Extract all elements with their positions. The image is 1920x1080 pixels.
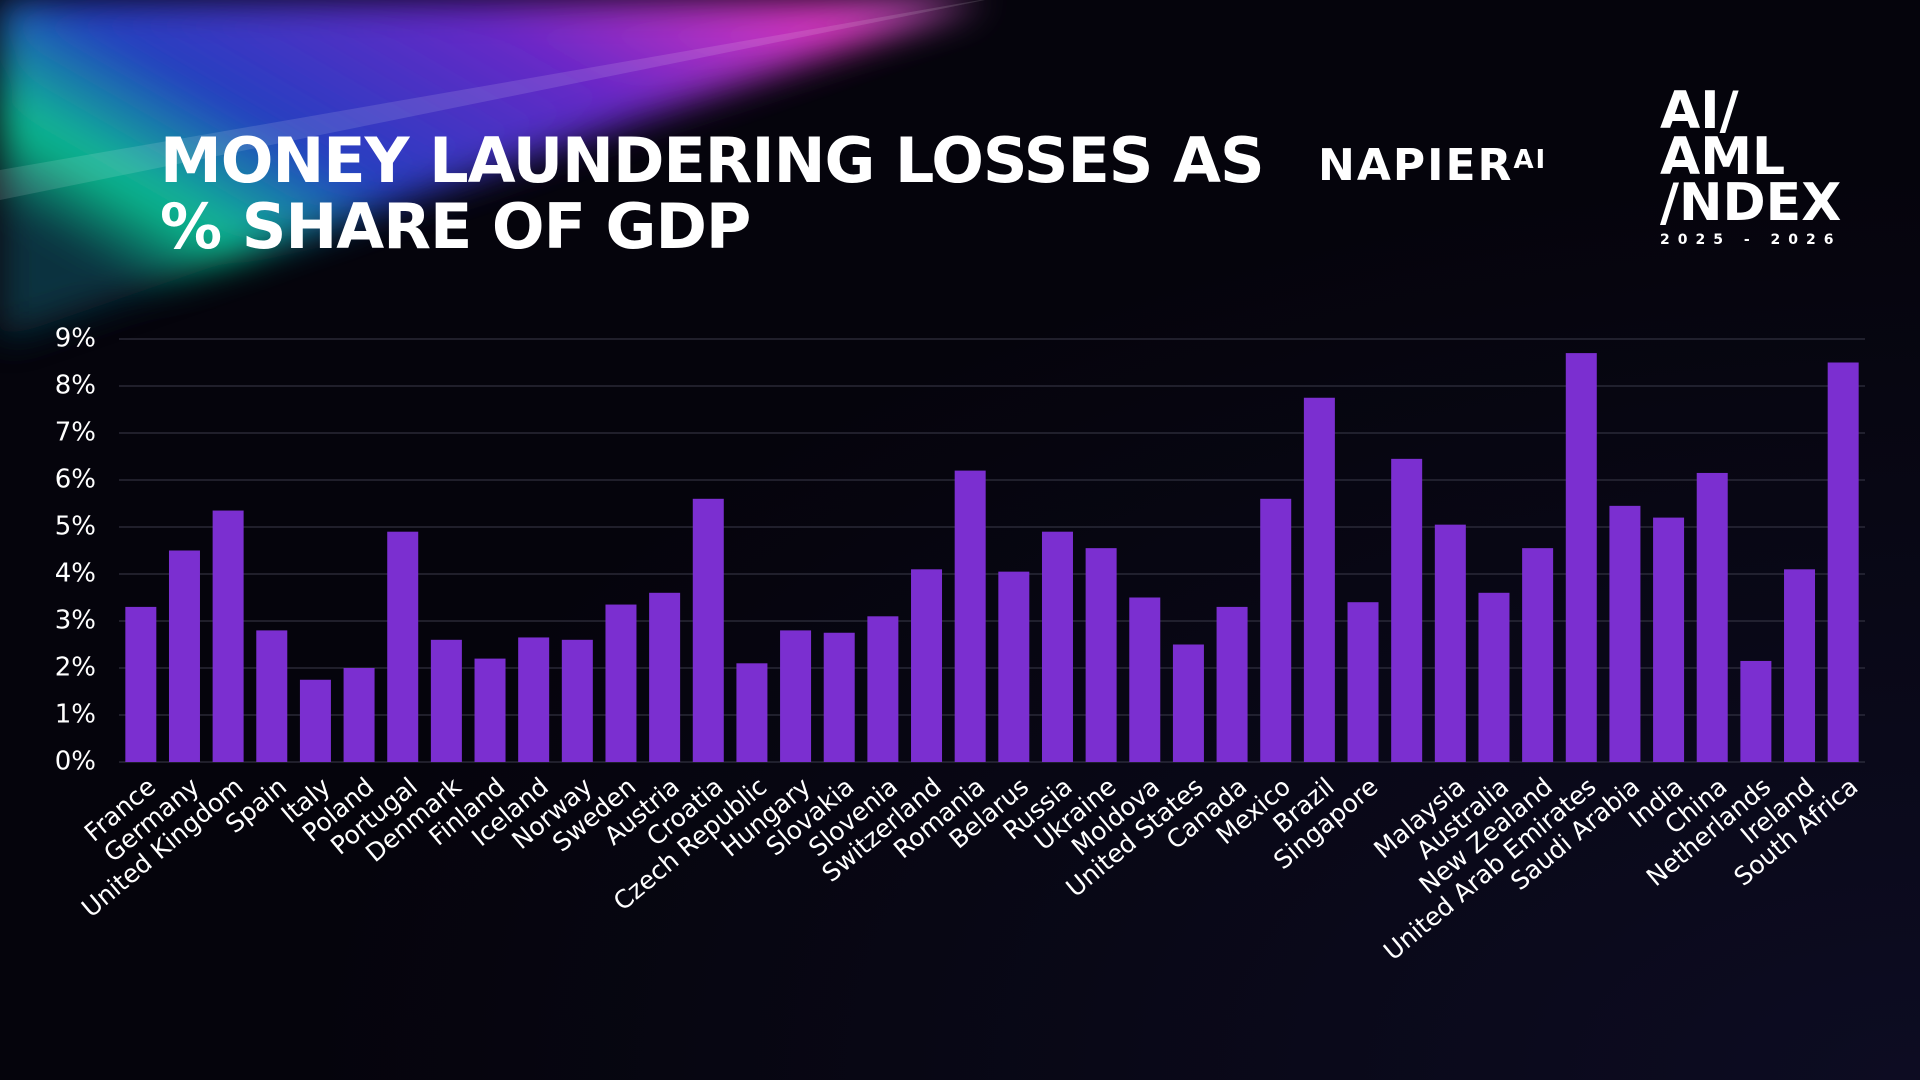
bar (1696, 472, 1728, 762)
index-line: AML (1660, 127, 1786, 187)
bar (518, 637, 550, 762)
y-tick-label: 3% (55, 606, 96, 636)
bar (1347, 602, 1379, 762)
brand-logo: NAPIERAI (1318, 140, 1547, 191)
y-tick-label: 4% (55, 559, 96, 589)
bar (1434, 524, 1466, 762)
bar (1609, 505, 1641, 762)
y-tick-label: 9% (55, 324, 96, 354)
bar (343, 668, 375, 762)
bar (1041, 531, 1073, 762)
bar (649, 592, 681, 762)
bar (387, 531, 419, 762)
bar (1391, 458, 1423, 762)
brand: NAPIER (1318, 140, 1514, 191)
bar (168, 550, 200, 762)
bar (954, 470, 986, 762)
y-tick-label: 2% (55, 653, 96, 683)
bar (911, 569, 943, 762)
bar (1784, 569, 1816, 762)
bar (299, 679, 331, 762)
bar (1172, 644, 1204, 762)
bar (998, 571, 1030, 762)
index-years: 2025 - 2026 (1660, 232, 1842, 248)
bar (561, 639, 593, 762)
bar (867, 616, 899, 762)
bar (430, 639, 462, 762)
y-tick-label: 0% (55, 747, 96, 777)
bar (1260, 498, 1292, 762)
y-tick-label: 7% (55, 418, 96, 448)
bar (1653, 517, 1685, 762)
bar (1740, 660, 1772, 762)
bar (1478, 592, 1510, 762)
bar (125, 606, 157, 762)
y-tick-label: 6% (55, 465, 96, 495)
title: MONEY LAUNDERING LOSSES AS % SHARE OF GD… (160, 124, 1265, 263)
bar (736, 663, 768, 762)
bar (1565, 353, 1597, 762)
bar (605, 604, 637, 762)
bar (212, 510, 244, 762)
bar (1522, 548, 1554, 762)
bar (256, 630, 288, 762)
index-line: AI/ (1660, 81, 1739, 141)
bar (1085, 548, 1117, 762)
index-logo: AI/ AML /NDEX 2025 - 2026 (1660, 81, 1842, 254)
y-tick-label: 1% (55, 700, 96, 730)
y-tick-label: 5% (55, 512, 96, 542)
index-line: /NDEX (1660, 173, 1842, 233)
bar (1129, 597, 1161, 762)
bar (823, 632, 855, 762)
bar (1216, 606, 1248, 762)
bar (474, 658, 506, 762)
bar (780, 630, 812, 762)
brand-suffix: AI (1513, 145, 1548, 175)
bar (1827, 362, 1859, 762)
y-tick-label: 8% (55, 371, 96, 401)
bar (1303, 397, 1335, 762)
bar (692, 498, 724, 762)
